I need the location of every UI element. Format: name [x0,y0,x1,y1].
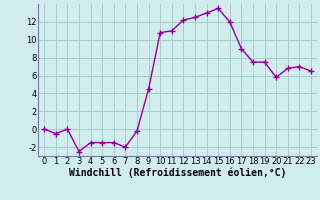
X-axis label: Windchill (Refroidissement éolien,°C): Windchill (Refroidissement éolien,°C) [69,168,286,178]
